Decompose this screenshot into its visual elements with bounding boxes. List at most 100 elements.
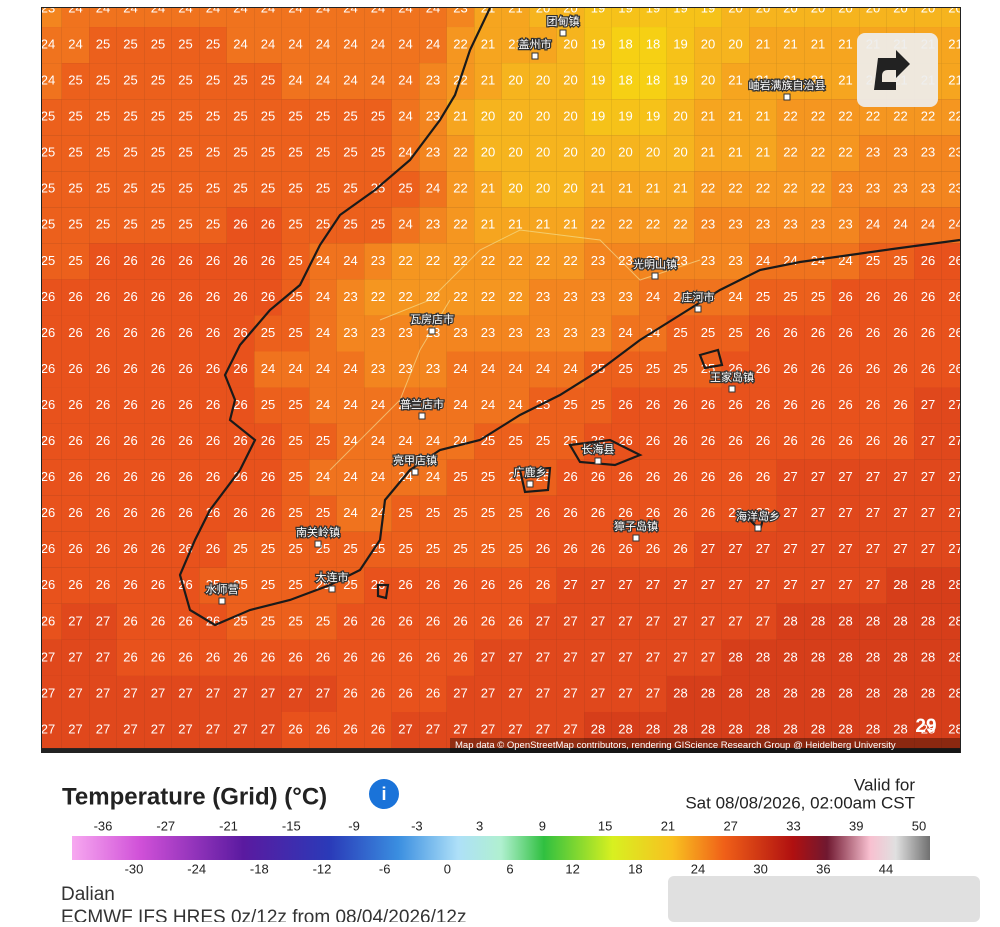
grid-cell	[116, 531, 145, 568]
grid-cell	[941, 603, 960, 640]
grid-value: 22	[508, 289, 522, 304]
grid-cell	[529, 423, 557, 460]
grid-value: 27	[728, 613, 742, 628]
grid-cell	[556, 63, 585, 100]
grid-cell	[529, 135, 557, 172]
grid-value: 27	[646, 685, 660, 700]
grid-value: 23	[893, 181, 907, 196]
grid-value: 26	[178, 289, 192, 304]
grid-value: 26	[96, 361, 110, 376]
grid-cell	[721, 63, 750, 100]
grid-value: 26	[206, 649, 220, 664]
grid-value: 25	[96, 109, 110, 124]
grid-cell	[831, 603, 860, 640]
grid-value: 24	[316, 469, 330, 484]
grid-value: 28	[866, 649, 880, 664]
grid-value: 26	[151, 505, 165, 520]
grid-cell	[859, 459, 887, 496]
grid-cell	[144, 315, 172, 352]
grid-cell	[419, 8, 447, 28]
grid-value: 25	[178, 217, 192, 232]
grid-cell	[694, 351, 722, 388]
grid-value: 26	[481, 613, 495, 628]
grid-cell	[749, 603, 777, 640]
grid-cell	[804, 459, 832, 496]
grid-value: 25	[261, 397, 275, 412]
grid-cell	[171, 207, 200, 244]
grid-value: 20	[701, 36, 715, 51]
grid-cell	[199, 8, 227, 28]
info-icon[interactable]: i	[381, 784, 386, 804]
grid-value: 25	[536, 469, 550, 484]
grid-cell	[391, 675, 420, 713]
grid-value: 26	[701, 469, 715, 484]
grid-value: 27	[866, 577, 880, 592]
grid-value: 26	[563, 469, 577, 484]
grid-cell	[804, 63, 832, 100]
legend-bottom-label: 0	[444, 861, 451, 876]
grid-cell	[584, 675, 612, 713]
grid-value: 22	[453, 217, 467, 232]
grid-value: 24	[371, 469, 385, 484]
grid-value: 26	[261, 433, 275, 448]
legend-top-label: 3	[476, 818, 483, 833]
grid-cell	[116, 711, 145, 749]
grid-value: 23	[426, 145, 440, 160]
grid-cell	[886, 279, 915, 316]
grid-value: 24	[426, 397, 440, 412]
grid-value: 20	[591, 145, 605, 160]
grid-value: 24	[343, 73, 357, 88]
grid-cell	[666, 423, 695, 460]
grid-value: 24	[96, 0, 110, 15]
grid-value: 23	[811, 217, 825, 232]
grid-value: 25	[398, 541, 412, 556]
grid-cell	[611, 171, 640, 208]
grid-cell	[42, 315, 62, 352]
grid-value: 18	[646, 73, 660, 88]
grid-cell	[941, 99, 960, 136]
legend-bottom-label: 6	[506, 861, 513, 876]
grid-value: 22	[948, 109, 962, 124]
grid-value: 20	[838, 0, 852, 15]
grid-value: 24	[316, 36, 330, 51]
info-button[interactable]: i	[369, 779, 399, 809]
grid-value: 27	[618, 649, 632, 664]
grid-cell	[694, 387, 722, 424]
grid-cell	[749, 459, 777, 496]
grid-value: 24	[233, 36, 247, 51]
grid-cell	[42, 8, 62, 28]
share-button[interactable]	[857, 33, 938, 107]
grid-cell	[776, 711, 805, 749]
grid-cell	[474, 279, 502, 316]
grid-cell	[776, 279, 805, 316]
grid-cell	[804, 495, 832, 532]
place-label: 岫岩满族自治县	[749, 78, 826, 92]
grid-value: 28	[921, 613, 935, 628]
grid-cell	[144, 171, 172, 208]
grid-value: 26	[453, 577, 467, 592]
grid-cell	[364, 63, 392, 100]
grid-cell	[364, 711, 392, 749]
grid-value: 26	[728, 397, 742, 412]
grid-cell	[364, 459, 392, 496]
grid-value: 26	[261, 217, 275, 232]
grid-value: 26	[233, 253, 247, 268]
grid-value: 23	[398, 361, 412, 376]
grid-value: 25	[288, 217, 302, 232]
grid-cell	[859, 243, 887, 280]
grid-value: 19	[673, 73, 687, 88]
grid-cell	[556, 603, 585, 640]
grid-value: 24	[426, 0, 440, 15]
share-icon[interactable]	[874, 50, 910, 90]
grid-cell	[804, 8, 832, 28]
grid-cell	[419, 243, 447, 280]
grid-cell	[666, 567, 695, 604]
grid-value: 26	[96, 433, 110, 448]
grid-cell	[529, 567, 557, 604]
grid-cell	[694, 99, 722, 136]
grid-cell	[116, 675, 145, 713]
grid-value: 24	[426, 433, 440, 448]
info-circle[interactable]	[369, 779, 399, 809]
grid-value: 25	[673, 361, 687, 376]
